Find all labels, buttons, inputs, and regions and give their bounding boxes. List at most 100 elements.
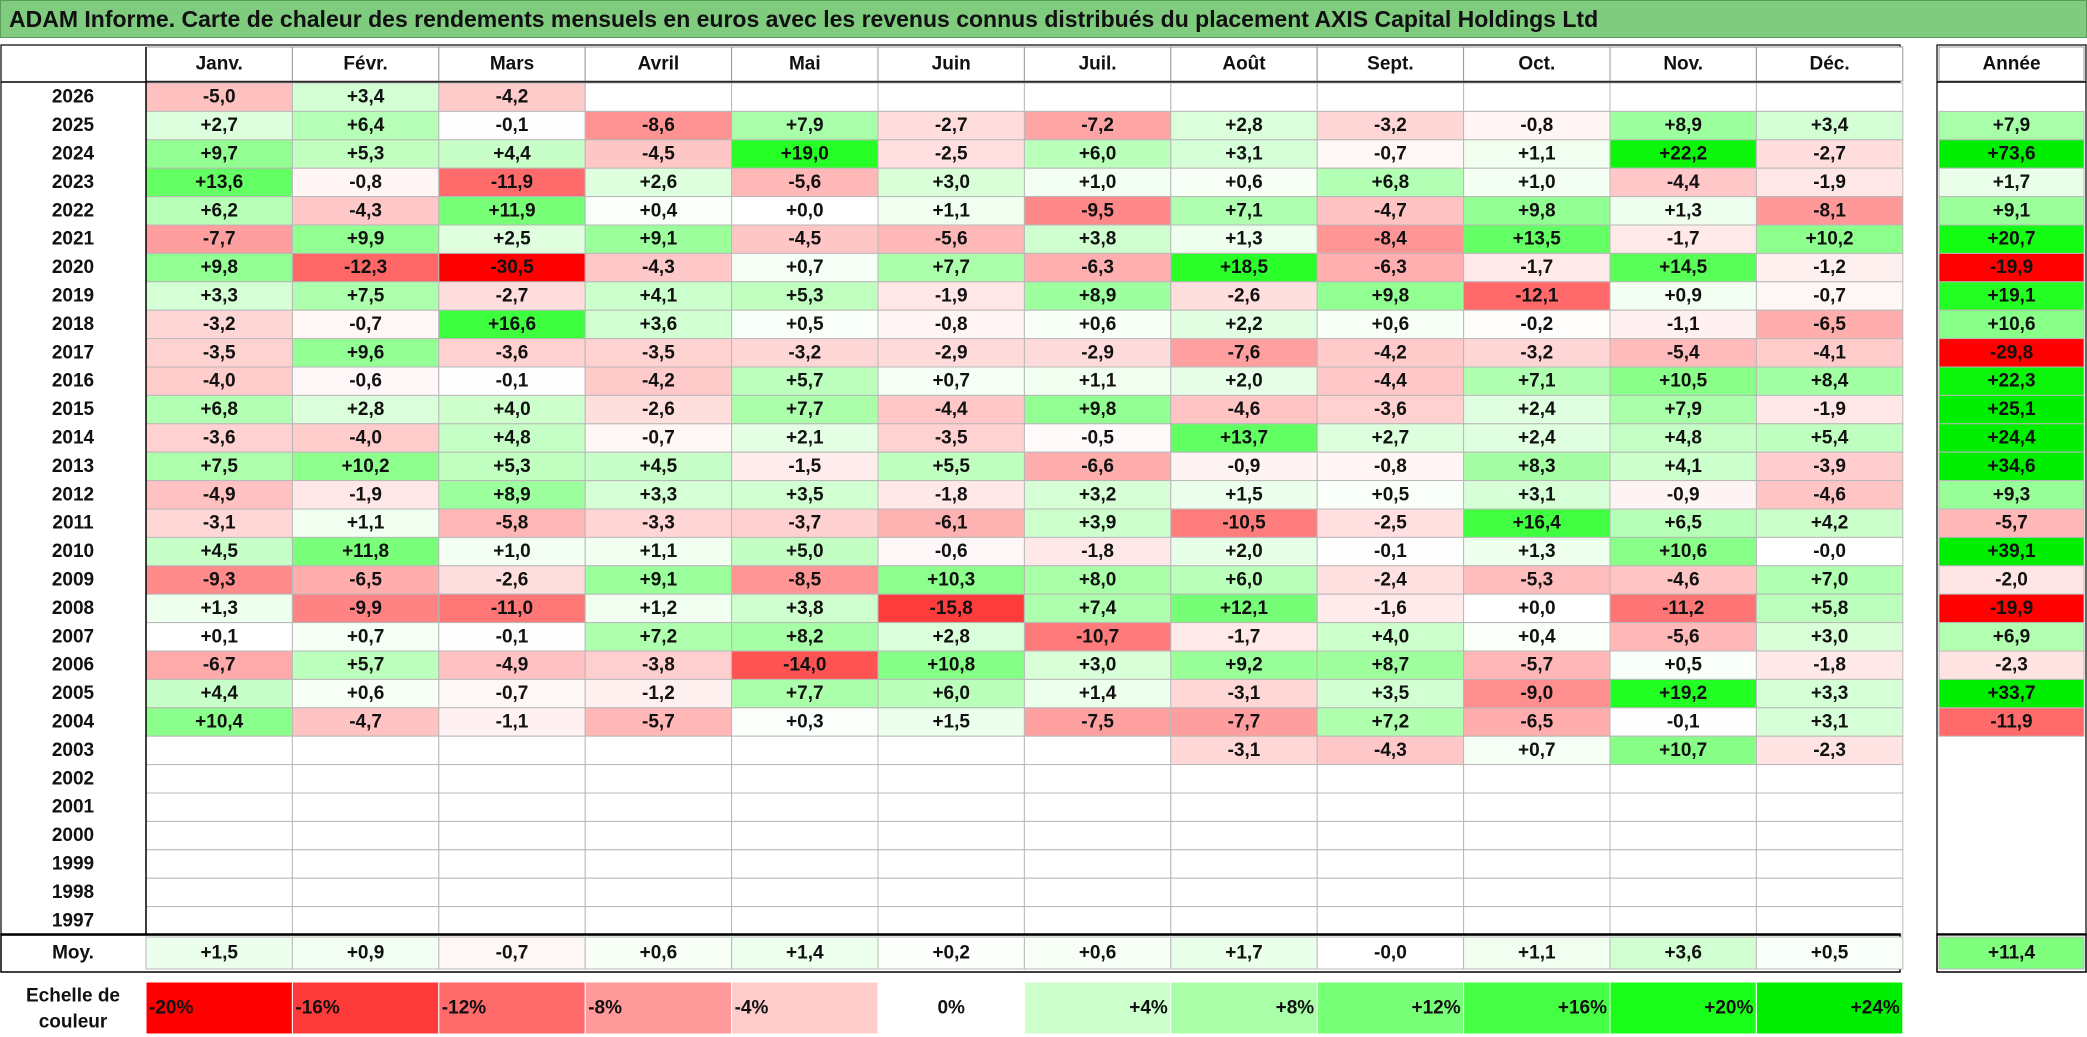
- heatmap-cell: [584, 110, 733, 141]
- heatmap-cell: [1755, 508, 1904, 538]
- cell-value: -2,3: [1813, 740, 1846, 761]
- cell-value: +6,8: [1372, 172, 1410, 193]
- cell-value: +0,7: [347, 626, 385, 647]
- heatmap-cell: [438, 764, 586, 794]
- heatmap-cell: [1316, 281, 1465, 311]
- heatmap-cell: [1316, 508, 1465, 538]
- month-header-cell: [1755, 46, 1904, 82]
- heatmap-cell: [1316, 735, 1465, 766]
- annual-value: +39,1: [1987, 541, 2036, 562]
- annual-value: +10,6: [1987, 314, 2035, 335]
- cell-value: -0,8: [1520, 115, 1553, 136]
- year-label: 2016: [52, 371, 94, 392]
- heatmap-cell: [1170, 196, 1318, 226]
- heatmap-cell: [584, 508, 733, 538]
- heatmap-cell: [877, 196, 1025, 226]
- cell-value: +9,8: [1079, 399, 1117, 420]
- heatmap-cell: [145, 849, 293, 879]
- heatmap-cell: [877, 650, 1025, 680]
- heatmap-cell: [1316, 338, 1465, 368]
- cell-value: -3,7: [788, 513, 821, 534]
- heatmap-cell: [1170, 139, 1318, 169]
- cell-value: -4,9: [496, 655, 529, 676]
- heatmap-cell: [291, 764, 440, 794]
- heatmap-cell: [584, 792, 733, 822]
- heatmap-cell: [1316, 707, 1465, 737]
- cell-value: -2,7: [496, 286, 529, 307]
- cell-value: +8,7: [1372, 655, 1410, 676]
- cell-value: +9,1: [640, 229, 678, 250]
- heatmap-cell: [1755, 707, 1904, 737]
- year-label: 2001: [52, 797, 95, 818]
- heatmap-cell: [1755, 338, 1904, 368]
- heatmap-cell: [584, 820, 733, 851]
- cell-value: -30,5: [490, 257, 534, 278]
- heatmap-cell: [1170, 593, 1318, 624]
- heatmap-cell: [1316, 480, 1465, 510]
- cell-value: -6,1: [935, 513, 968, 534]
- heatmap-cell: [731, 906, 879, 936]
- heatmap-cell: [1463, 167, 1611, 198]
- cell-value: +6,8: [200, 399, 238, 420]
- cell-value: -3,5: [642, 342, 675, 363]
- year-label: 2005: [52, 683, 95, 704]
- month-header: Déc.: [1810, 54, 1850, 75]
- cell-value: +4,1: [640, 286, 678, 307]
- cell-value: +8,9: [1664, 115, 1702, 136]
- heatmap-cell: [1609, 196, 1757, 226]
- cell-value: -4,5: [788, 229, 821, 250]
- heatmap-cell: [291, 423, 440, 453]
- heatmap-cell: [145, 764, 293, 794]
- cell-value: -1,9: [349, 484, 382, 505]
- heatmap-cell: [1755, 82, 1904, 112]
- average-value: +0,6: [1079, 943, 1117, 964]
- heatmap-cell: [731, 508, 879, 538]
- cell-value: -3,2: [788, 342, 821, 363]
- heatmap-cell: [584, 281, 733, 311]
- heatmap-cell: [1316, 593, 1465, 624]
- year-label: 2018: [52, 314, 94, 335]
- heatmap-cell: [1755, 820, 1904, 851]
- heatmap-cell: [1023, 508, 1172, 538]
- cell-value: +1,3: [1518, 541, 1556, 562]
- heatmap-cell: [438, 792, 586, 822]
- heatmap-cell: [1170, 224, 1318, 254]
- cell-value: +2,8: [1225, 115, 1263, 136]
- heatmap-cell: [1609, 593, 1757, 624]
- year-label: 2017: [52, 342, 94, 363]
- cell-value: +4,0: [493, 399, 531, 420]
- month-header: Avril: [638, 54, 680, 75]
- heatmap-cell: [1755, 735, 1904, 766]
- heatmap-cell: [1755, 622, 1904, 652]
- cell-value: +2,2: [1225, 314, 1263, 335]
- heatmap-cell: [1170, 707, 1318, 737]
- heatmap-cell: [1023, 877, 1172, 908]
- heatmap-cell: [1023, 224, 1172, 254]
- heatmap-cell: [1609, 338, 1757, 368]
- heatmap-cell: [438, 593, 586, 624]
- heatmap-cell: [1463, 849, 1611, 879]
- scale-swatch: [1463, 981, 1611, 1035]
- month-header-cell: [438, 46, 586, 82]
- annual-value: +73,6: [1987, 144, 2035, 165]
- cell-value: +4,5: [640, 456, 678, 477]
- heatmap-cell: [1755, 196, 1904, 226]
- cell-value: -7,7: [1228, 712, 1261, 733]
- heatmap-cell: [291, 224, 440, 254]
- heatmap-cell: [1463, 309, 1611, 340]
- year-label: 2010: [52, 541, 94, 562]
- heatmap-cell: [1755, 593, 1904, 624]
- heatmap-cell: [1609, 252, 1757, 283]
- cell-value: -2,5: [935, 144, 968, 165]
- cell-value: +0,6: [1372, 314, 1410, 335]
- average-value: +0,5: [1811, 943, 1849, 964]
- heatmap-cell: [584, 196, 733, 226]
- heatmap-cell: [1609, 536, 1757, 567]
- cell-value: -15,8: [930, 598, 973, 619]
- annual-cell: [1938, 536, 2085, 567]
- cell-value: +8,4: [1811, 371, 1849, 392]
- year-label: 2015: [52, 399, 95, 420]
- heatmap-cell: [731, 224, 879, 254]
- heatmap-cell: [877, 309, 1025, 340]
- cell-value: -4,1: [1813, 342, 1846, 363]
